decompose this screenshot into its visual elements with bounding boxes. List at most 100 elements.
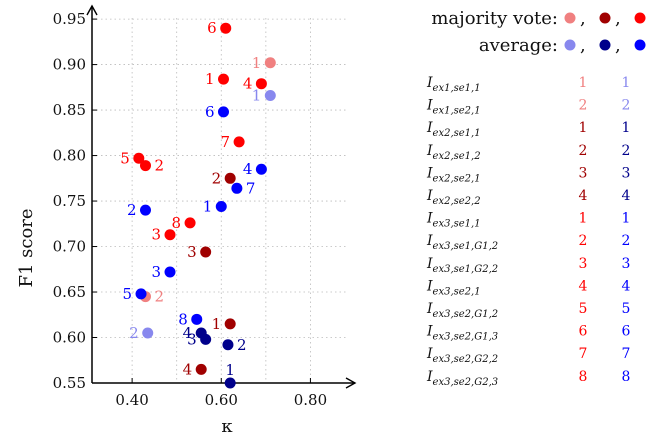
table-row-subscript: ex3,se2,G2,2 [433, 354, 499, 365]
table-row-subscript: ex2,se1,1 [433, 128, 481, 139]
table-row-base: I [426, 369, 433, 385]
data-point-label: 6 [207, 19, 217, 37]
data-point-label: 1 [252, 87, 262, 105]
data-point-label: 2 [154, 157, 164, 175]
table-row-mv: 1 [579, 120, 588, 136]
data-point [224, 318, 236, 330]
table-row-mv: 4 [579, 278, 588, 294]
table-row-base: I [426, 278, 433, 294]
table-row-mv: 3 [579, 165, 588, 181]
legend-majority-vote-separator: , [580, 8, 586, 29]
table-row-name: Iex1,se1,1 [426, 75, 481, 94]
data-point [135, 288, 147, 300]
table-row-name: Iex3,se1,G1,2 [426, 233, 498, 252]
table-row-avg: 6 [622, 324, 631, 340]
table-row-subscript: ex2,se2,2 [433, 196, 481, 207]
data-point [215, 201, 227, 213]
data-point [222, 339, 234, 351]
data-point [264, 57, 276, 69]
table-row-name: Iex1,se2,1 [426, 98, 481, 117]
data-point-label: 6 [205, 103, 215, 121]
data-point-label: 1 [252, 54, 262, 72]
data-point-label: 3 [187, 330, 197, 348]
table-row-name: Iex2,se1,1 [426, 120, 481, 139]
data-point-label: 2 [127, 201, 137, 219]
data-point [255, 163, 267, 175]
data-point-label: 5 [120, 149, 130, 167]
data-point-label: 4 [243, 160, 253, 178]
table-row-mv: 3 [579, 256, 588, 272]
table-row-base: I [426, 233, 433, 249]
legend-table: Iex1,se1,1 1 1 Iex1,se2,1 2 2 Iex2,se1,1 1 1 Iex2… [426, 75, 631, 388]
y-tick-label: 0.70 [53, 238, 86, 256]
table-row-name: Iex3,se2,G1,2 [426, 301, 498, 320]
legend-majority-vote-marker [599, 12, 611, 24]
table-row-name: Iex3,se2,1 [426, 278, 481, 297]
y-tick-label: 0.60 [53, 329, 86, 347]
data-point-label: 2 [212, 169, 222, 187]
legend-average-separator: , [580, 35, 586, 56]
table-row-base: I [426, 211, 433, 227]
data-point-label: 4 [243, 75, 253, 93]
data-point [233, 136, 245, 148]
table-row-base: I [426, 346, 433, 362]
data-point-label: 2 [237, 336, 247, 354]
data-point [191, 313, 203, 325]
table-row-avg: 4 [622, 188, 631, 204]
table-row-mv: 1 [579, 75, 588, 91]
data-point [195, 363, 207, 375]
x-tick-labels: 0.40 0.60 0.80 [115, 391, 327, 409]
table-row-subscript: ex1,se1,1 [433, 83, 481, 94]
data-point-label: 1 [203, 198, 213, 216]
data-point-label: 1 [225, 361, 235, 379]
data-point-label: 1 [205, 70, 215, 88]
data-point-label: 8 [178, 310, 188, 328]
table-row-subscript: ex3,se2,G1,2 [433, 309, 499, 320]
table-row-name: Iex2,se2,2 [426, 188, 481, 207]
table-row-avg: 4 [622, 278, 631, 294]
legend-average-marker [634, 39, 646, 51]
y-tick-label: 0.65 [53, 283, 86, 301]
y-tick-label: 0.80 [53, 147, 86, 165]
table-row-mv: 7 [579, 346, 588, 362]
table-row-subscript: ex3,se2,G1,3 [433, 332, 499, 343]
x-tick-label: 0.40 [115, 391, 148, 409]
table-row-name: Iex3,se2,G1,3 [426, 324, 498, 343]
x-tick-label: 0.60 [205, 391, 238, 409]
table-row-name: Iex2,se2,1 [426, 165, 481, 184]
data-point-label: 8 [172, 214, 182, 232]
x-axis-label: κ [221, 416, 233, 437]
table-row-subscript: ex3,se2,G2,3 [433, 377, 499, 388]
table-row-avg: 1 [622, 211, 631, 227]
data-point [255, 78, 267, 90]
table-row-avg: 5 [622, 301, 631, 317]
data-point [231, 182, 243, 194]
table-row-name: Iex3,se2,G2,2 [426, 346, 498, 365]
table-row-avg: 3 [622, 256, 631, 272]
data-point [139, 204, 151, 216]
y-tick-labels: 0.55 0.60 0.65 0.70 0.75 0.80 0.85 0.90 0.95 [53, 10, 86, 392]
table-row-avg: 8 [622, 369, 631, 385]
y-axis-arrow [86, 4, 98, 16]
data-point [224, 377, 236, 389]
data-point [184, 217, 196, 229]
x-axis-arrow [345, 377, 357, 389]
x-tick-label: 0.80 [294, 391, 327, 409]
table-row-avg: 2 [622, 143, 631, 159]
table-row-name: Iex3,se1,G2,2 [426, 256, 498, 275]
data-point-label: 5 [122, 285, 132, 303]
data-point-label: 2 [129, 324, 139, 342]
data-point-label: 7 [246, 179, 256, 197]
data-point [264, 90, 276, 102]
table-row-base: I [426, 143, 433, 159]
table-row-subscript: ex1,se2,1 [433, 106, 481, 117]
table-row-avg: 2 [622, 233, 631, 249]
axes [86, 4, 357, 389]
legend-average-marker [564, 39, 576, 51]
table-row-subscript: ex3,se2,1 [433, 286, 481, 297]
table-row-avg: 1 [622, 120, 631, 136]
data-point-label: 2 [154, 288, 164, 306]
data-point [139, 160, 151, 172]
